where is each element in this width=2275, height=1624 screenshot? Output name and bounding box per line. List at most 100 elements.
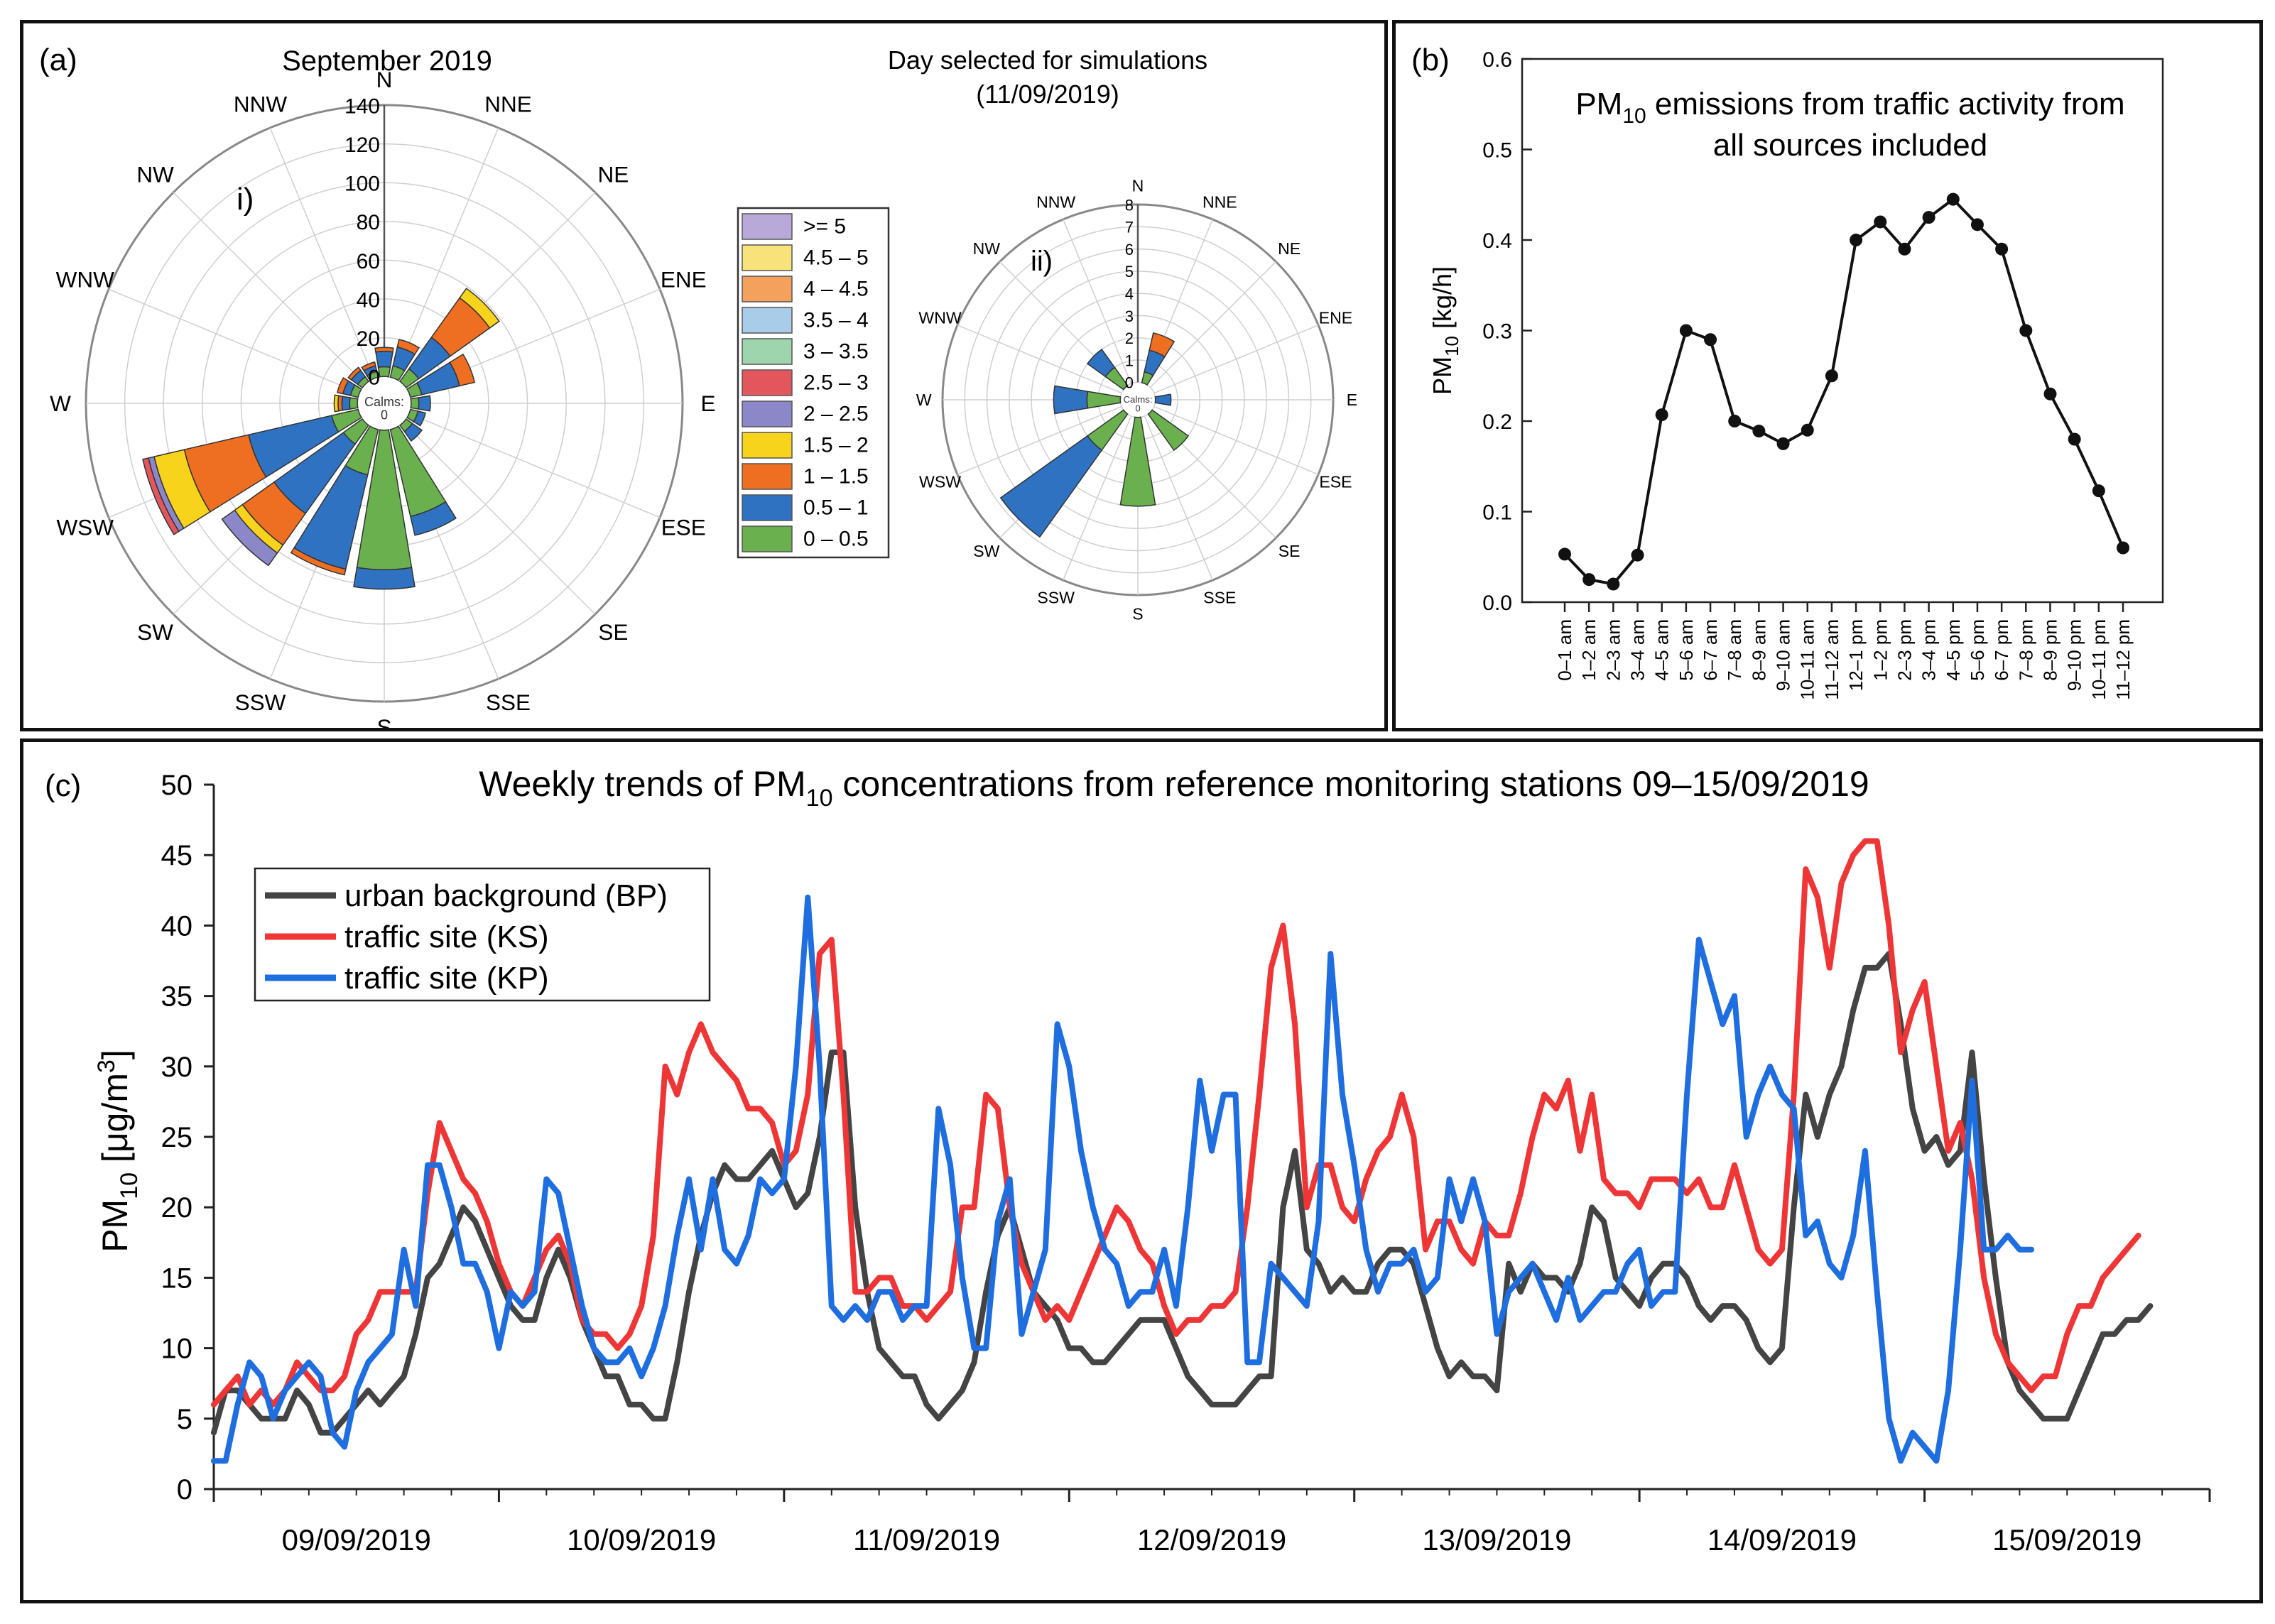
emissions-point bbox=[1582, 573, 1596, 587]
rose1-wedge-nw bbox=[347, 366, 362, 381]
emissions-xtick-label: 0–1 am bbox=[1554, 619, 1575, 681]
weekly-ylabel: PM10 [μg/m3] bbox=[93, 1050, 143, 1253]
weekly-ytick-label: 5 bbox=[177, 1404, 192, 1435]
weekly-ytick-label: 50 bbox=[161, 770, 193, 801]
rose2-spoke bbox=[1144, 415, 1213, 581]
rose2-dir-ne: NE bbox=[1278, 239, 1301, 258]
emissions-point bbox=[2092, 484, 2105, 498]
rose2-label: ii) bbox=[1031, 246, 1053, 277]
rose2-dir-e: E bbox=[1347, 391, 1357, 409]
emissions-ylabel-sub: 10 bbox=[1441, 336, 1462, 356]
emissions-xtick-label: 3–4 am bbox=[1627, 619, 1649, 681]
rose2-dir-s: S bbox=[1132, 604, 1143, 623]
rose1-calms-label: Calms: bbox=[364, 395, 404, 409]
emissions-xtick-label: 6–7 am bbox=[1700, 619, 1721, 681]
emissions-title-sub: 10 bbox=[1622, 104, 1646, 128]
rose1-wedge-ene bbox=[449, 353, 476, 387]
emissions-ytick-label: 0.6 bbox=[1482, 48, 1512, 72]
emissions-xtick-label: 2–3 pm bbox=[1894, 619, 1915, 681]
weekly-ytick-label: 25 bbox=[161, 1122, 193, 1153]
emissions-point bbox=[1898, 242, 1911, 256]
emissions-point bbox=[1801, 423, 1814, 437]
legend-label: 0.5 – 1 bbox=[803, 496, 869, 520]
emissions-title-line2: all sources included bbox=[1713, 128, 1987, 163]
rose1-dir-se: SE bbox=[598, 619, 628, 645]
rose1-dir-w: W bbox=[50, 391, 71, 416]
rose1-wedge-n bbox=[374, 347, 394, 353]
weekly-ytick-label: 45 bbox=[161, 840, 193, 871]
emissions-ytick-label: 0.5 bbox=[1482, 139, 1512, 163]
weekly-ytick-label: 30 bbox=[161, 1052, 193, 1083]
legend-label: 3 – 3.5 bbox=[803, 340, 869, 364]
emissions-xtick-label: 4–5 am bbox=[1651, 619, 1673, 681]
rose1-wedge-wnw bbox=[336, 377, 349, 395]
rose1-wedge-ssw bbox=[290, 547, 347, 576]
rose2-spoke bbox=[957, 405, 1122, 475]
weekly-title: Weekly trends of PM10 concentrations fro… bbox=[479, 764, 1869, 812]
emissions-xtick-label: 4–5 pm bbox=[1943, 619, 1964, 681]
rose2-dir-ese: ESE bbox=[1319, 472, 1352, 491]
weekly-chart: (c) Weekly trends of PM10 concentrations… bbox=[45, 764, 2211, 1557]
emissions-xtick-label: 7–8 pm bbox=[2015, 619, 2036, 681]
rose2-wedge-nw bbox=[1086, 348, 1116, 378]
rose2-dir-ene: ENE bbox=[1319, 309, 1352, 327]
emissions-point bbox=[1558, 547, 1571, 561]
emissions-point bbox=[1850, 234, 1863, 246]
legend-swatch bbox=[742, 432, 793, 459]
rose1-radial-tick: 80 bbox=[357, 211, 380, 234]
emissions-point bbox=[1995, 242, 2009, 256]
rose2-radial-tick: 1 bbox=[1125, 351, 1134, 369]
emissions-xtick-label: 8–9 pm bbox=[2039, 619, 2060, 681]
rose1-spoke bbox=[108, 288, 360, 394]
emissions-ylabel-pm: PM bbox=[1428, 356, 1457, 395]
weekly-day-label: 13/09/2019 bbox=[1422, 1523, 1571, 1557]
weekly-legend-label-0: urban background (BP) bbox=[344, 878, 668, 913]
emissions-xtick-label: 9–10 pm bbox=[2064, 619, 2085, 691]
legend-swatch bbox=[742, 244, 793, 271]
rose2-radial-tick: 7 bbox=[1125, 219, 1134, 236]
rose1-radial-tick: 60 bbox=[357, 250, 380, 273]
emissions-point bbox=[2043, 387, 2057, 400]
rose1-dir-wsw: WSW bbox=[56, 514, 114, 540]
weekly-day-label: 11/09/2019 bbox=[853, 1523, 1000, 1557]
rose1-dir-nnw: NNW bbox=[234, 92, 287, 117]
emissions-xtick-label: 5–6 pm bbox=[1967, 619, 1988, 681]
legend-label: 4 – 4.5 bbox=[803, 278, 869, 301]
rose1-radial-tick: 20 bbox=[357, 327, 380, 351]
emissions-chart: (b) PM10 emissions from traffic activity… bbox=[1411, 43, 2164, 700]
rose2-spoke bbox=[1149, 261, 1276, 388]
rose1-dir-nw: NW bbox=[136, 161, 174, 187]
emissions-xtick-label: 9–10 am bbox=[1773, 619, 1794, 691]
weekly-ytick-label: 15 bbox=[161, 1263, 193, 1294]
emissions-xtick-label: 11–12 am bbox=[1821, 619, 1842, 700]
rose2-dir-wsw: WSW bbox=[919, 472, 961, 491]
legend-label: >= 5 bbox=[803, 215, 846, 239]
rose2-spoke bbox=[1153, 325, 1319, 394]
rose1-wedge-nnw bbox=[361, 361, 376, 372]
rose1-radial-tick: 120 bbox=[344, 133, 380, 157]
emissions-point bbox=[1655, 408, 1668, 422]
panel-b-label: (b) bbox=[1411, 43, 1450, 77]
weekly-day-label: 15/09/2019 bbox=[1992, 1523, 2141, 1557]
rose1-radial-tick: 100 bbox=[344, 173, 380, 196]
weekly-legend: urban background (BP) traffic site (KS) tr… bbox=[254, 867, 711, 1002]
rose1-dir-nne: NNE bbox=[484, 92, 532, 117]
rose1-radial-tick: 40 bbox=[357, 288, 380, 312]
emissions-ytick-label: 0.3 bbox=[1482, 320, 1512, 344]
rose2-wedge-w bbox=[1053, 385, 1089, 415]
emissions-xtick-label: 1–2 am bbox=[1578, 619, 1600, 681]
rose1-spoke bbox=[269, 127, 375, 379]
rose2-dir-sw: SW bbox=[973, 542, 999, 560]
weekly-ytick-label: 20 bbox=[161, 1192, 193, 1224]
rose1-wedge-w bbox=[349, 397, 359, 410]
emissions-ylabel: PM10 [kg/h] bbox=[1428, 266, 1462, 395]
panel-c-label: (c) bbox=[45, 768, 81, 803]
legend-swatch bbox=[742, 400, 793, 427]
emissions-point bbox=[1874, 215, 1887, 229]
emissions-xtick-label: 6–7 pm bbox=[1991, 619, 2012, 681]
panel-c-weekly-trends: (c) Weekly trends of PM10 concentrations… bbox=[20, 739, 2263, 1603]
rose1-radial-tick: 140 bbox=[344, 94, 380, 118]
emissions-point bbox=[2019, 324, 2033, 337]
emissions-point bbox=[1679, 324, 1693, 337]
